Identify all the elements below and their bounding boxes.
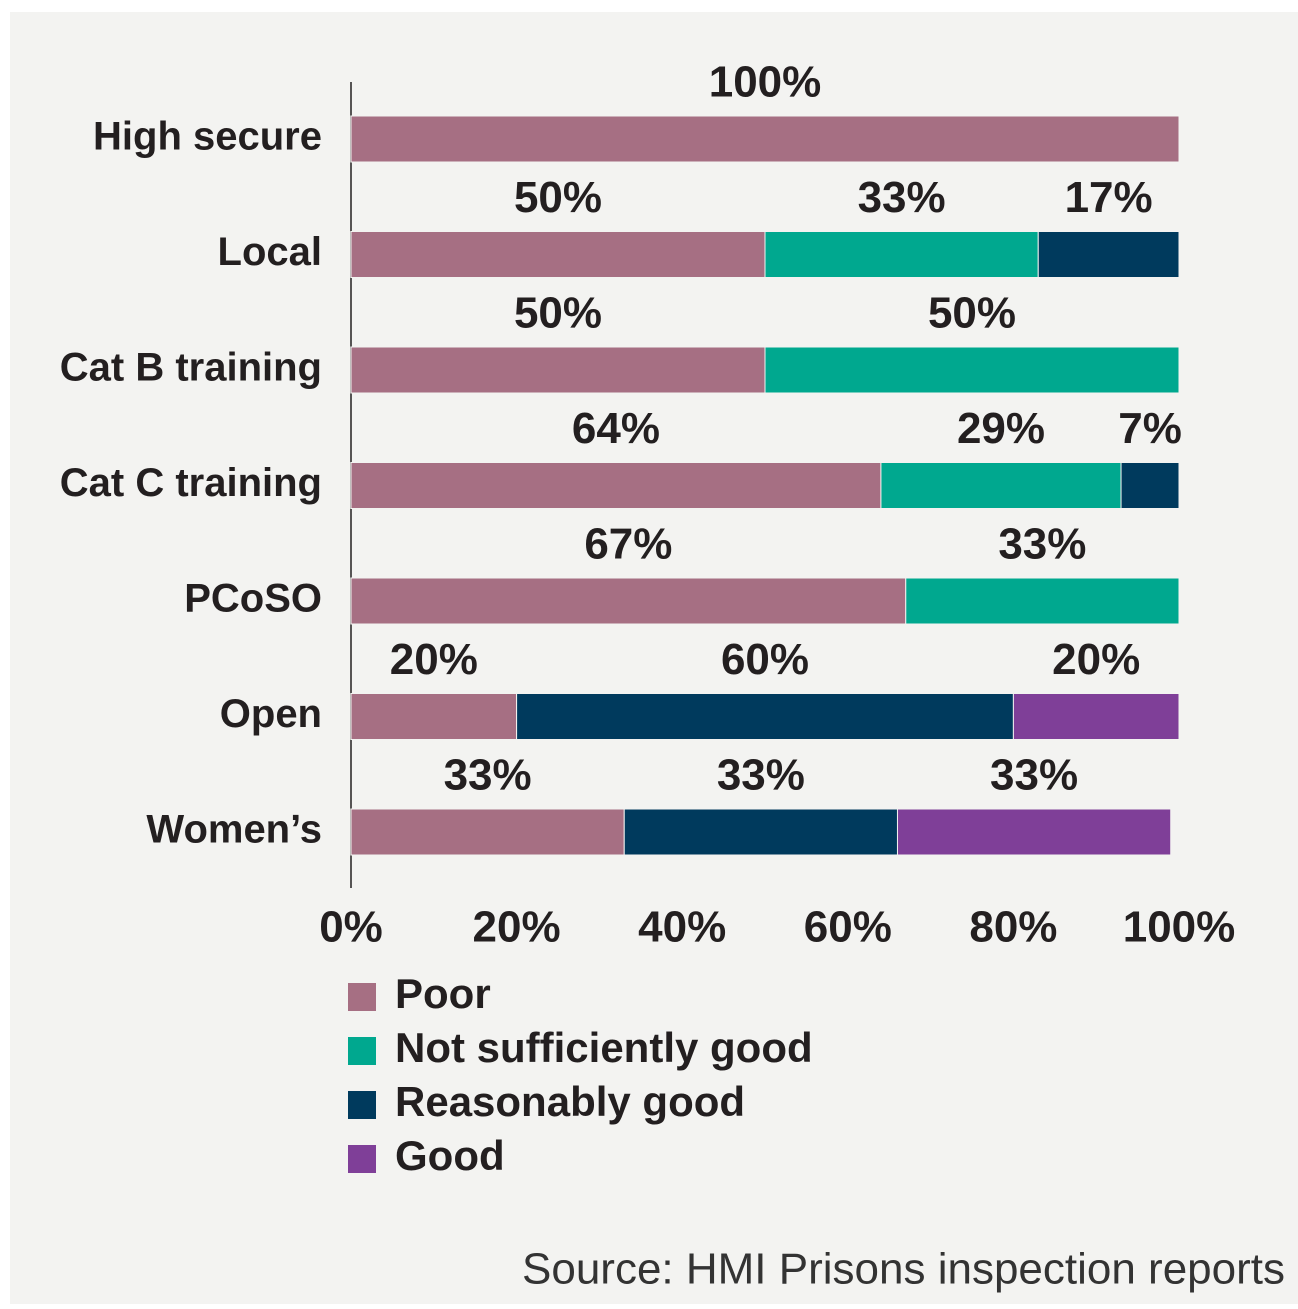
value-label: 50%: [928, 289, 1016, 338]
x-tick-label: 20%: [473, 903, 561, 952]
category-label: Cat B training: [60, 346, 322, 390]
x-tick-label: 100%: [1123, 903, 1236, 952]
source: Source: HMI Prisons inspection reports: [522, 1245, 1285, 1294]
bar-segment: [905, 577, 1180, 625]
value-label: 33%: [858, 173, 946, 222]
x-tick-label: 40%: [638, 903, 726, 952]
category-label: Women’s: [146, 808, 322, 852]
bar-segment: [350, 462, 882, 509]
bar-segment: [880, 462, 1122, 509]
legend-swatch: [348, 1091, 376, 1119]
value-label: 29%: [957, 404, 1045, 453]
value-label: 33%: [717, 751, 805, 800]
x-tick-label: 60%: [804, 903, 892, 952]
bar-segment: [516, 693, 1014, 740]
value-label: 33%: [990, 751, 1078, 800]
category-label: Cat C training: [60, 461, 322, 505]
value-label: 7%: [1118, 404, 1182, 453]
legend-label: Reasonably good: [395, 1078, 745, 1125]
bar-segment: [350, 115, 1180, 163]
x-tick-label: 80%: [969, 903, 1057, 952]
legend-swatch: [348, 1037, 376, 1065]
category-label: PCoSO: [184, 577, 322, 621]
category-label: Local: [218, 230, 322, 274]
bar-segment: [350, 346, 766, 394]
value-label: 17%: [1065, 173, 1153, 222]
bar-segment: [350, 231, 766, 278]
legend-swatch: [348, 1145, 376, 1173]
bar-segment: [1037, 231, 1180, 278]
panel: [10, 12, 1298, 1304]
legend-label: Poor: [395, 970, 491, 1017]
category-label: High secure: [93, 115, 322, 159]
value-label: 33%: [444, 751, 532, 800]
value-label: 64%: [572, 404, 660, 453]
bar-segment: [1120, 462, 1180, 509]
bar-segment: [623, 808, 898, 856]
legend-label: Not sufficiently good: [395, 1024, 813, 1071]
value-label: 33%: [998, 520, 1086, 569]
bar-segment: [764, 231, 1039, 278]
bar-segment: [350, 693, 518, 740]
value-label: 50%: [514, 289, 602, 338]
value-label: 60%: [721, 635, 809, 684]
bar-segment: [896, 808, 1172, 856]
value-label: 20%: [1052, 635, 1140, 684]
x-tick-label: 0%: [319, 903, 383, 952]
bar-segment: [350, 808, 625, 856]
value-label: 67%: [584, 520, 672, 569]
value-label: 50%: [514, 173, 602, 222]
bar-segment: [764, 346, 1180, 394]
legend-label: Good: [395, 1132, 505, 1179]
value-label: 20%: [390, 635, 478, 684]
value-label: 100%: [709, 58, 822, 107]
bar-segment: [350, 577, 907, 625]
category-label: Open: [220, 692, 322, 736]
bar-segment: [1012, 693, 1180, 740]
legend-swatch: [348, 983, 376, 1011]
